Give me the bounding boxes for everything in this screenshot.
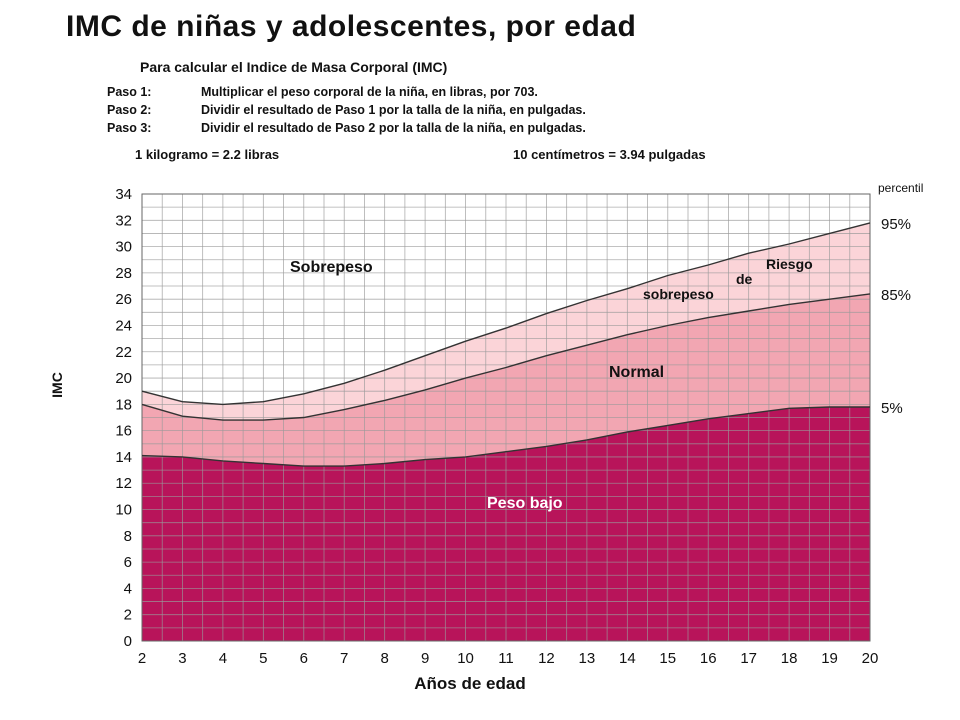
x-tick-label: 9	[421, 650, 429, 667]
y-tick-label: 22	[115, 344, 132, 361]
y-tick-label: 20	[115, 370, 132, 387]
y-tick-label: 18	[115, 396, 132, 413]
conversion-length: 10 centímetros = 3.94 pulgadas	[513, 147, 706, 162]
x-tick-label: 12	[538, 650, 555, 667]
y-tick-label: 26	[115, 291, 132, 308]
step-1: Paso 1: Multiplicar el peso corporal de l…	[107, 85, 538, 99]
x-tick-label: 8	[380, 650, 388, 667]
zone-label-normal: Normal	[609, 364, 664, 381]
percentile-label: 5%	[881, 400, 903, 417]
x-tick-label: 4	[219, 650, 227, 667]
page-title: IMC de niñas y adolescentes, por edad	[66, 10, 637, 43]
x-tick-label: 7	[340, 650, 348, 667]
step-label: Paso 2:	[107, 103, 152, 117]
x-tick-label: 16	[700, 650, 717, 667]
step-text: Multiplicar el peso corporal de la niña,…	[201, 85, 538, 99]
y-tick-label: 16	[115, 423, 132, 440]
y-tick-label: 8	[124, 528, 132, 545]
y-tick-label: 30	[115, 239, 132, 256]
y-tick-label: 28	[115, 265, 132, 282]
x-tick-label: 2	[138, 650, 146, 667]
percentile-curves	[141, 222, 871, 467]
x-tick-label: 11	[498, 650, 514, 667]
percentile-5-line	[141, 406, 870, 467]
percentile-header: percentil	[878, 181, 923, 195]
y-tick-label: 4	[124, 580, 132, 597]
x-tick-label: 14	[619, 650, 636, 667]
percentile-label: 85%	[881, 287, 911, 304]
x-tick-label: 15	[659, 650, 676, 667]
chart-grid	[141, 193, 871, 642]
x-tick-label: 19	[821, 650, 838, 667]
percentile-label: 95%	[881, 216, 911, 233]
conversion-weight: 1 kilogramo = 2.2 libras	[135, 147, 280, 162]
percentile-85-line	[141, 293, 871, 421]
y-tick-label: 10	[115, 502, 132, 519]
y-tick-label: 14	[115, 449, 132, 466]
x-tick-labels: 2 3 4 5 6 7 8 9 10 11 12 13 14 15 16 17 18 19 20	[138, 650, 879, 667]
y-axis-label: IMC	[49, 372, 65, 398]
x-tick-label: 20	[862, 650, 879, 667]
step-text: Dividir el resultado de Paso 2 por la ta…	[201, 121, 586, 135]
x-axis-label: Años de edad	[414, 674, 525, 693]
x-tick-label: 3	[178, 650, 186, 667]
zone-label-risk: Riesgo de sobrepeso	[643, 256, 813, 302]
x-tick-label: 18	[781, 650, 798, 667]
plot-frame	[141, 193, 871, 642]
y-tick-label: 24	[115, 317, 132, 334]
step-3: Paso 3: Dividir el resultado de Paso 2 po…	[107, 121, 586, 135]
x-tick-label: 6	[300, 650, 308, 667]
x-tick-label: 10	[457, 650, 474, 667]
zone-label-risk-line1: Riesgo	[766, 256, 813, 272]
step-label: Paso 1:	[107, 85, 152, 99]
step-2: Paso 2: Dividir el resultado de Paso 1 po…	[107, 103, 586, 117]
percentile-labels: 5% 85% 95%	[881, 216, 911, 417]
subtitle: Para calcular el Indice de Masa Corporal…	[140, 59, 448, 75]
x-tick-label: 5	[259, 650, 267, 667]
zone-label-underweight: Peso bajo	[487, 495, 563, 512]
zone-label-overweight: Sobrepeso	[290, 259, 373, 276]
x-tick-label: 17	[740, 650, 757, 667]
step-text: Dividir el resultado de Paso 1 por la ta…	[201, 103, 586, 117]
x-tick-label: 13	[579, 650, 596, 667]
zone-label-risk-line3: sobrepeso	[643, 286, 714, 302]
y-tick-label: 2	[124, 607, 132, 624]
y-tick-label: 0	[124, 633, 132, 650]
y-tick-label: 6	[124, 554, 132, 571]
step-label: Paso 3:	[107, 121, 152, 135]
y-tick-label: 34	[115, 186, 132, 203]
percentile-95-line	[141, 222, 871, 406]
zone-label-risk-line2: de	[736, 271, 753, 287]
y-tick-label: 12	[115, 475, 132, 492]
y-tick-label: 32	[115, 212, 132, 229]
